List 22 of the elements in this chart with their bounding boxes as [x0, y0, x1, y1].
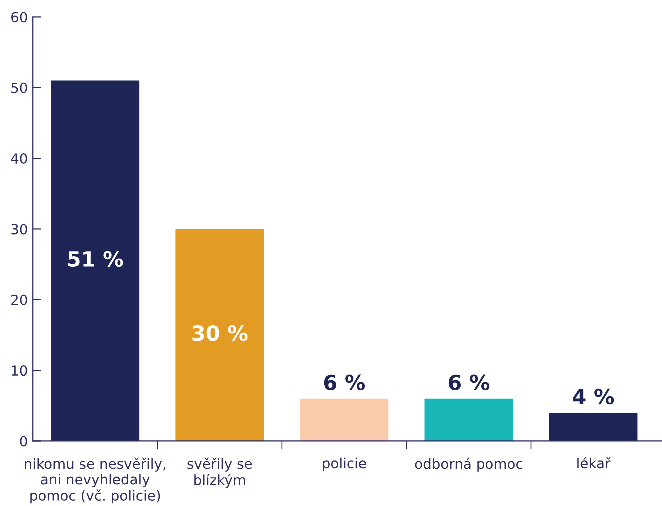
x-tick-label: svěřily se blízkým — [188, 458, 252, 488]
x-tick-label: odborná pomoc — [415, 458, 523, 472]
y-tick-label: 30 — [12, 224, 28, 235]
data-label: 6 % — [448, 374, 490, 391]
bar — [176, 229, 264, 442]
bar — [549, 412, 638, 442]
y-tick-label: 40 — [11, 154, 28, 164]
data-label: 51 % — [68, 251, 124, 268]
x-tick-label: policie — [323, 458, 366, 472]
y-tick-label: 50 — [12, 82, 28, 94]
bar — [424, 398, 514, 442]
bar — [51, 80, 140, 442]
data-label: 4 % — [573, 388, 614, 405]
y-tick-label: 60 — [12, 12, 28, 23]
data-label: 30 % — [192, 326, 248, 342]
y-tick-label: 10 — [12, 366, 28, 376]
x-tick-label: lékař — [578, 457, 611, 469]
bar — [300, 398, 389, 442]
y-tick-label: 0 — [20, 436, 28, 447]
y-tick-label: 20 — [12, 294, 28, 306]
data-label: 6 % — [324, 374, 366, 391]
x-tick-label: nikomu se nesvěřily, ani nevyhledaly pomoc (vč. policie) — [25, 458, 166, 504]
